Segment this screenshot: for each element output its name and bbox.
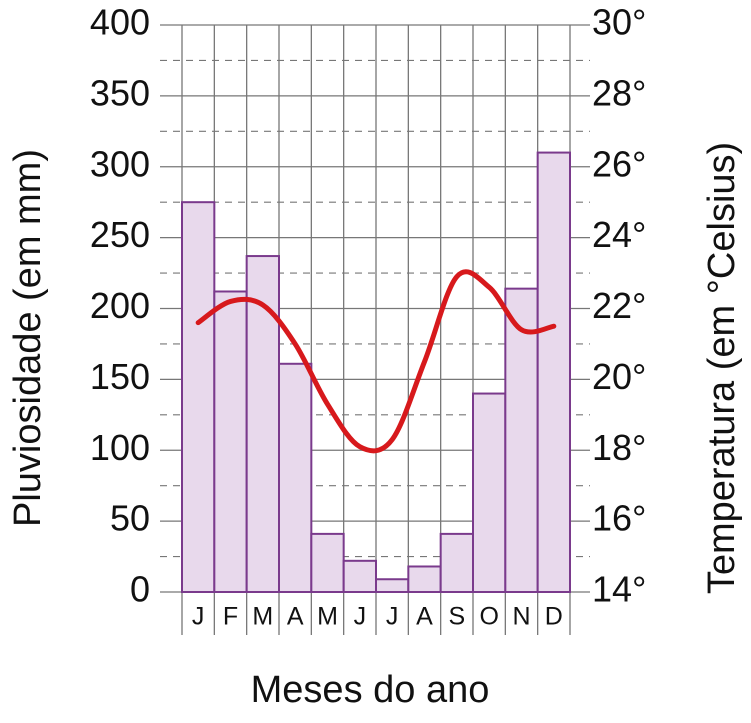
bar [439, 532, 474, 594]
x-axis-title: Meses do ano [251, 669, 490, 711]
y2-tick-label: 24° [592, 214, 646, 255]
bar [407, 565, 442, 593]
y2-tick-label: 28° [592, 72, 646, 113]
x-tick-label: N [512, 603, 530, 631]
y2-tick-label: 26° [592, 143, 646, 184]
x-tick-label: J [354, 603, 367, 631]
x-tick-label: J [386, 603, 399, 631]
bar [342, 559, 377, 594]
x-tick-label: D [545, 603, 563, 631]
bar [375, 578, 410, 593]
y-tick-label: 50 [110, 498, 150, 539]
x-tick-label: M [252, 603, 273, 631]
x-tick-label: S [448, 603, 465, 631]
y2-tick-label: 30° [592, 2, 646, 43]
y2-tick-label: 18° [592, 427, 646, 468]
y-tick-label: 200 [90, 285, 150, 326]
y2-tick-label: 14° [592, 569, 646, 610]
y-tick-label: 350 [90, 72, 150, 113]
x-tick-label: A [287, 603, 304, 631]
y-tick-label: 150 [90, 356, 150, 397]
bar [213, 290, 248, 593]
y-tick-label: 100 [90, 427, 150, 468]
y-tick-label: 300 [90, 143, 150, 184]
temperature-line [195, 269, 557, 454]
y2-axis-title: Temperatura (em °Celsius) [701, 142, 743, 594]
y-tick-label: 0 [130, 569, 150, 610]
bar [472, 392, 507, 593]
bar [504, 287, 539, 593]
bar [278, 362, 313, 593]
x-tick-label: A [416, 603, 433, 631]
y2-tick-label: 22° [592, 285, 646, 326]
y-axis-title: Pluviosidade (em mm) [7, 149, 49, 527]
y-tick-label: 400 [90, 2, 150, 43]
x-tick-label: F [223, 603, 238, 631]
x-tick-label: O [479, 603, 498, 631]
x-tick-label: J [192, 603, 205, 631]
bar [181, 201, 216, 593]
y-tick-label: 250 [90, 214, 150, 255]
y2-tick-label: 20° [592, 356, 646, 397]
x-tick-label: M [317, 603, 338, 631]
bar [310, 532, 345, 594]
bar [536, 151, 572, 593]
y2-tick-label: 16° [592, 498, 646, 539]
